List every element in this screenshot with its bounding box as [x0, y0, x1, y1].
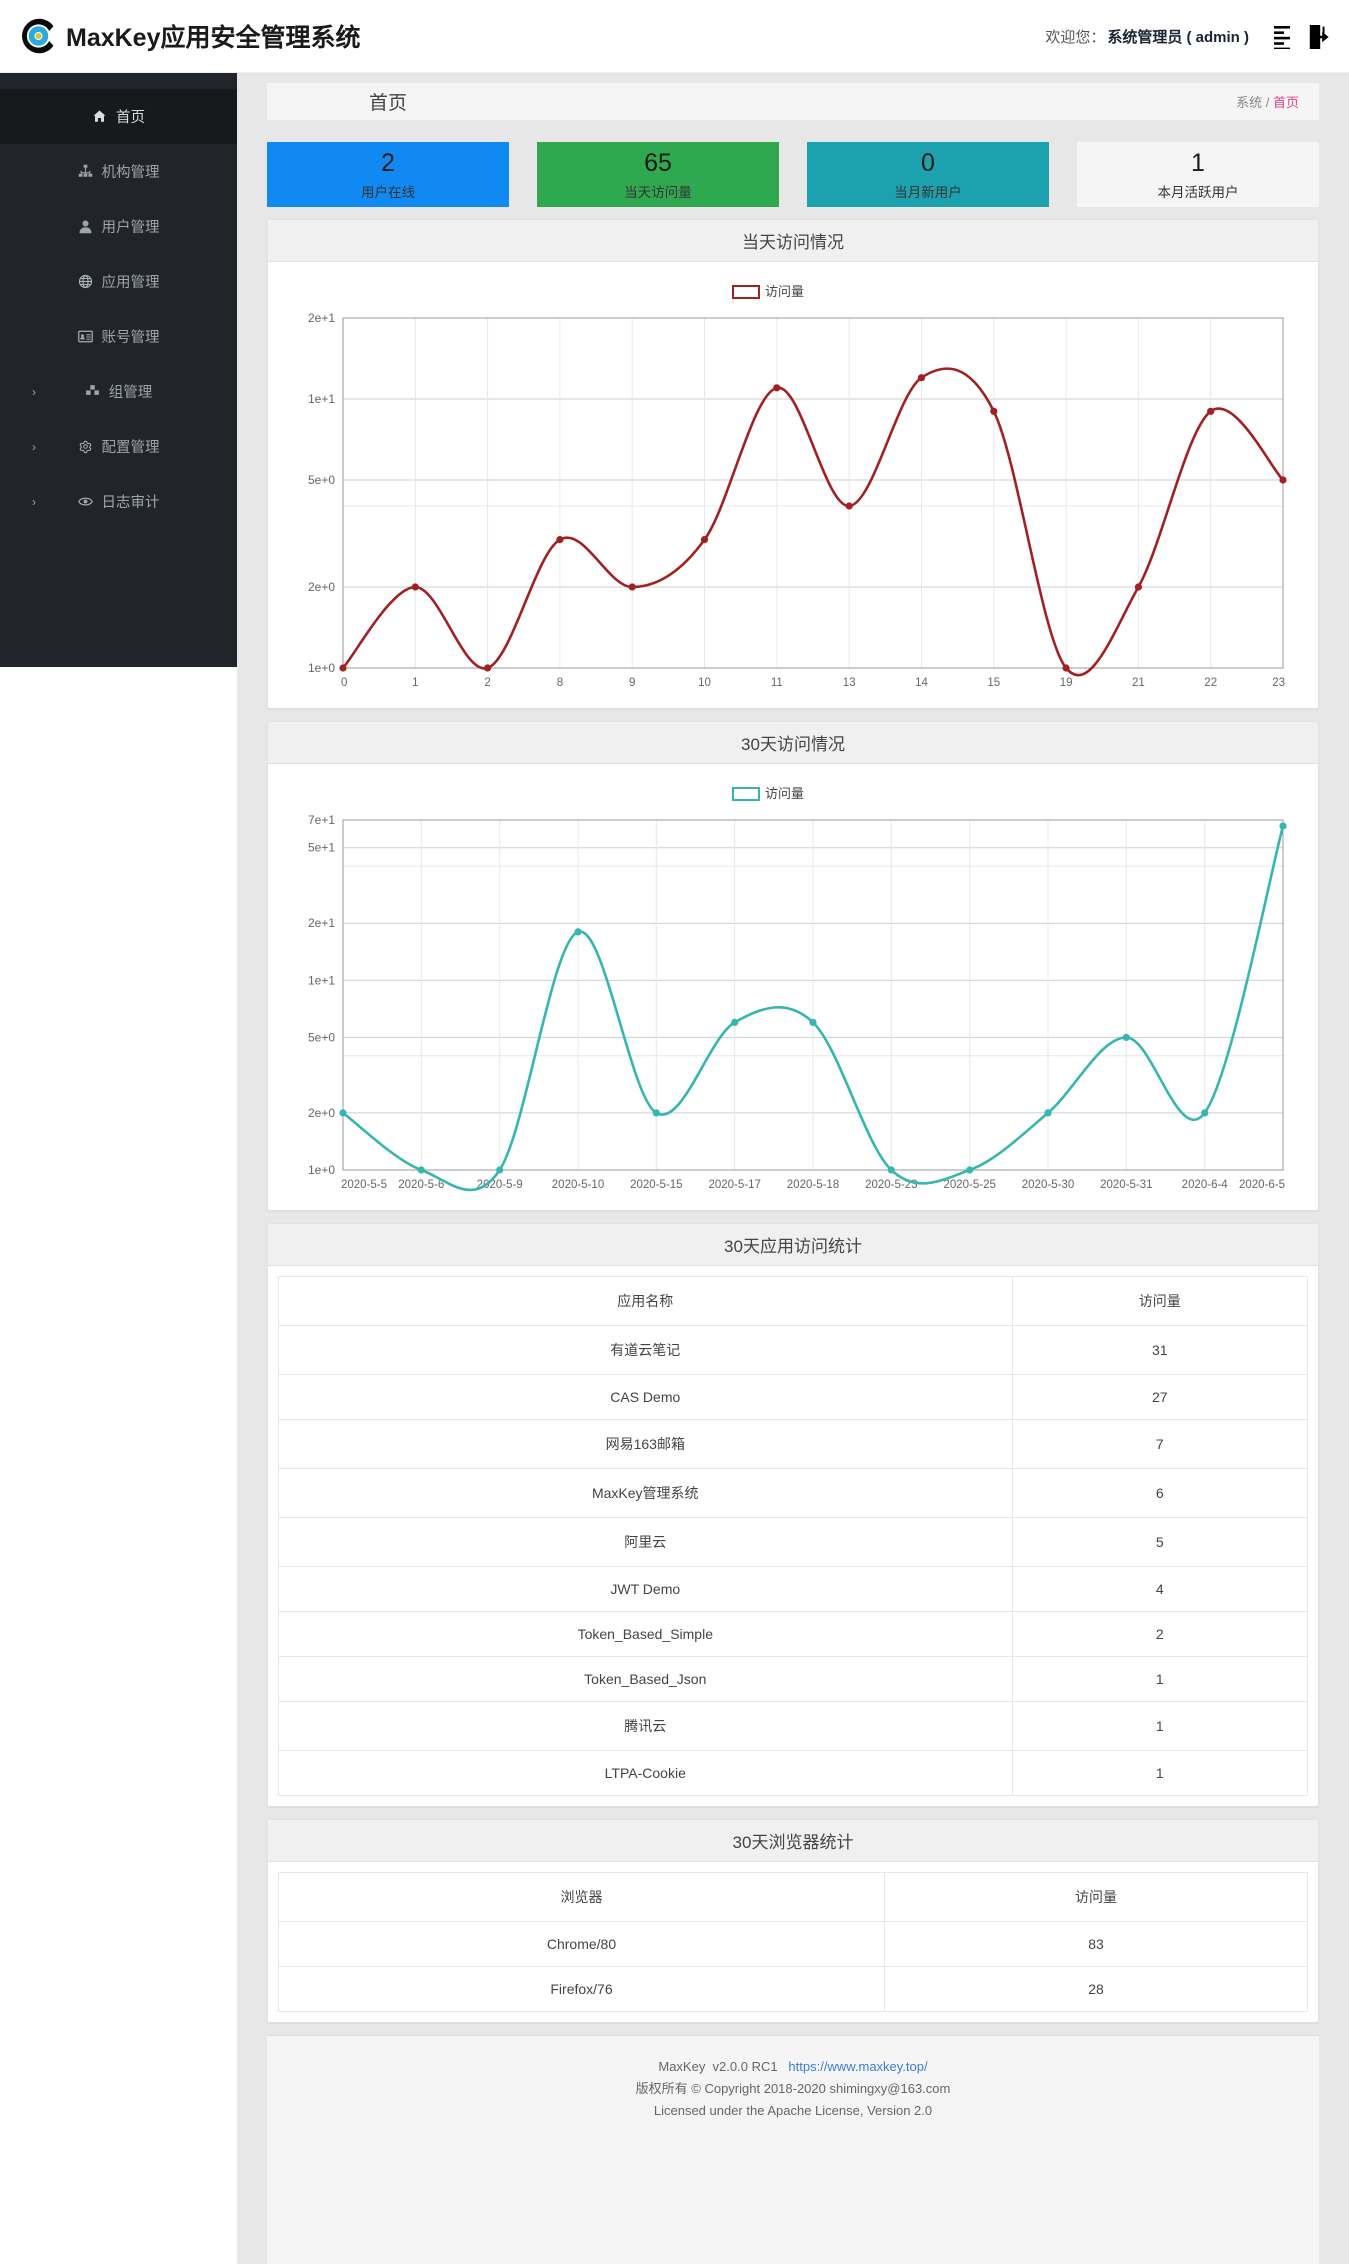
svg-text:5e+0: 5e+0	[308, 1030, 335, 1044]
svg-text:7e+1: 7e+1	[308, 813, 335, 827]
svg-text:2020-5-5: 2020-5-5	[341, 1179, 387, 1191]
svg-text:2020-5-18: 2020-5-18	[787, 1179, 839, 1191]
svg-text:1: 1	[412, 677, 418, 689]
svg-text:2020-6-4: 2020-6-4	[1182, 1179, 1229, 1191]
svg-text:2020-6-5: 2020-6-5	[1239, 1179, 1285, 1191]
svg-text:23: 23	[1272, 677, 1285, 689]
svg-text:19: 19	[1060, 677, 1073, 689]
svg-text:5e+1: 5e+1	[308, 841, 335, 855]
svg-text:2020-5-31: 2020-5-31	[1100, 1179, 1152, 1191]
svg-text:11: 11	[771, 677, 783, 689]
svg-text:1e+1: 1e+1	[308, 392, 335, 406]
svg-text:10: 10	[698, 677, 711, 689]
svg-text:0: 0	[341, 677, 347, 689]
svg-text:2020-5-17: 2020-5-17	[708, 1179, 760, 1191]
svg-text:访问量: 访问量	[765, 284, 804, 299]
svg-text:22: 22	[1204, 677, 1217, 689]
svg-text:9: 9	[629, 677, 635, 689]
svg-text:2e+0: 2e+0	[308, 580, 335, 594]
svg-text:访问量: 访问量	[765, 786, 804, 801]
svg-text:2020-5-30: 2020-5-30	[1022, 1179, 1074, 1191]
svg-text:21: 21	[1132, 677, 1145, 689]
svg-text:8: 8	[557, 677, 563, 689]
svg-text:1e+1: 1e+1	[308, 973, 335, 987]
svg-text:15: 15	[987, 677, 1000, 689]
svg-text:2e+1: 2e+1	[308, 311, 335, 325]
svg-text:13: 13	[843, 677, 856, 689]
svg-text:1e+0: 1e+0	[308, 1163, 335, 1177]
svg-text:2e+0: 2e+0	[308, 1106, 335, 1120]
svg-text:2020-5-10: 2020-5-10	[552, 1179, 604, 1191]
svg-text:2020-5-6: 2020-5-6	[398, 1179, 444, 1191]
svg-text:5e+0: 5e+0	[308, 473, 335, 487]
svg-text:2020-5-25: 2020-5-25	[943, 1179, 995, 1191]
svg-text:1e+0: 1e+0	[308, 661, 335, 675]
svg-text:2e+1: 2e+1	[308, 916, 335, 930]
svg-text:14: 14	[915, 677, 928, 689]
svg-text:2: 2	[484, 677, 490, 689]
svg-text:2020-5-15: 2020-5-15	[630, 1179, 682, 1191]
